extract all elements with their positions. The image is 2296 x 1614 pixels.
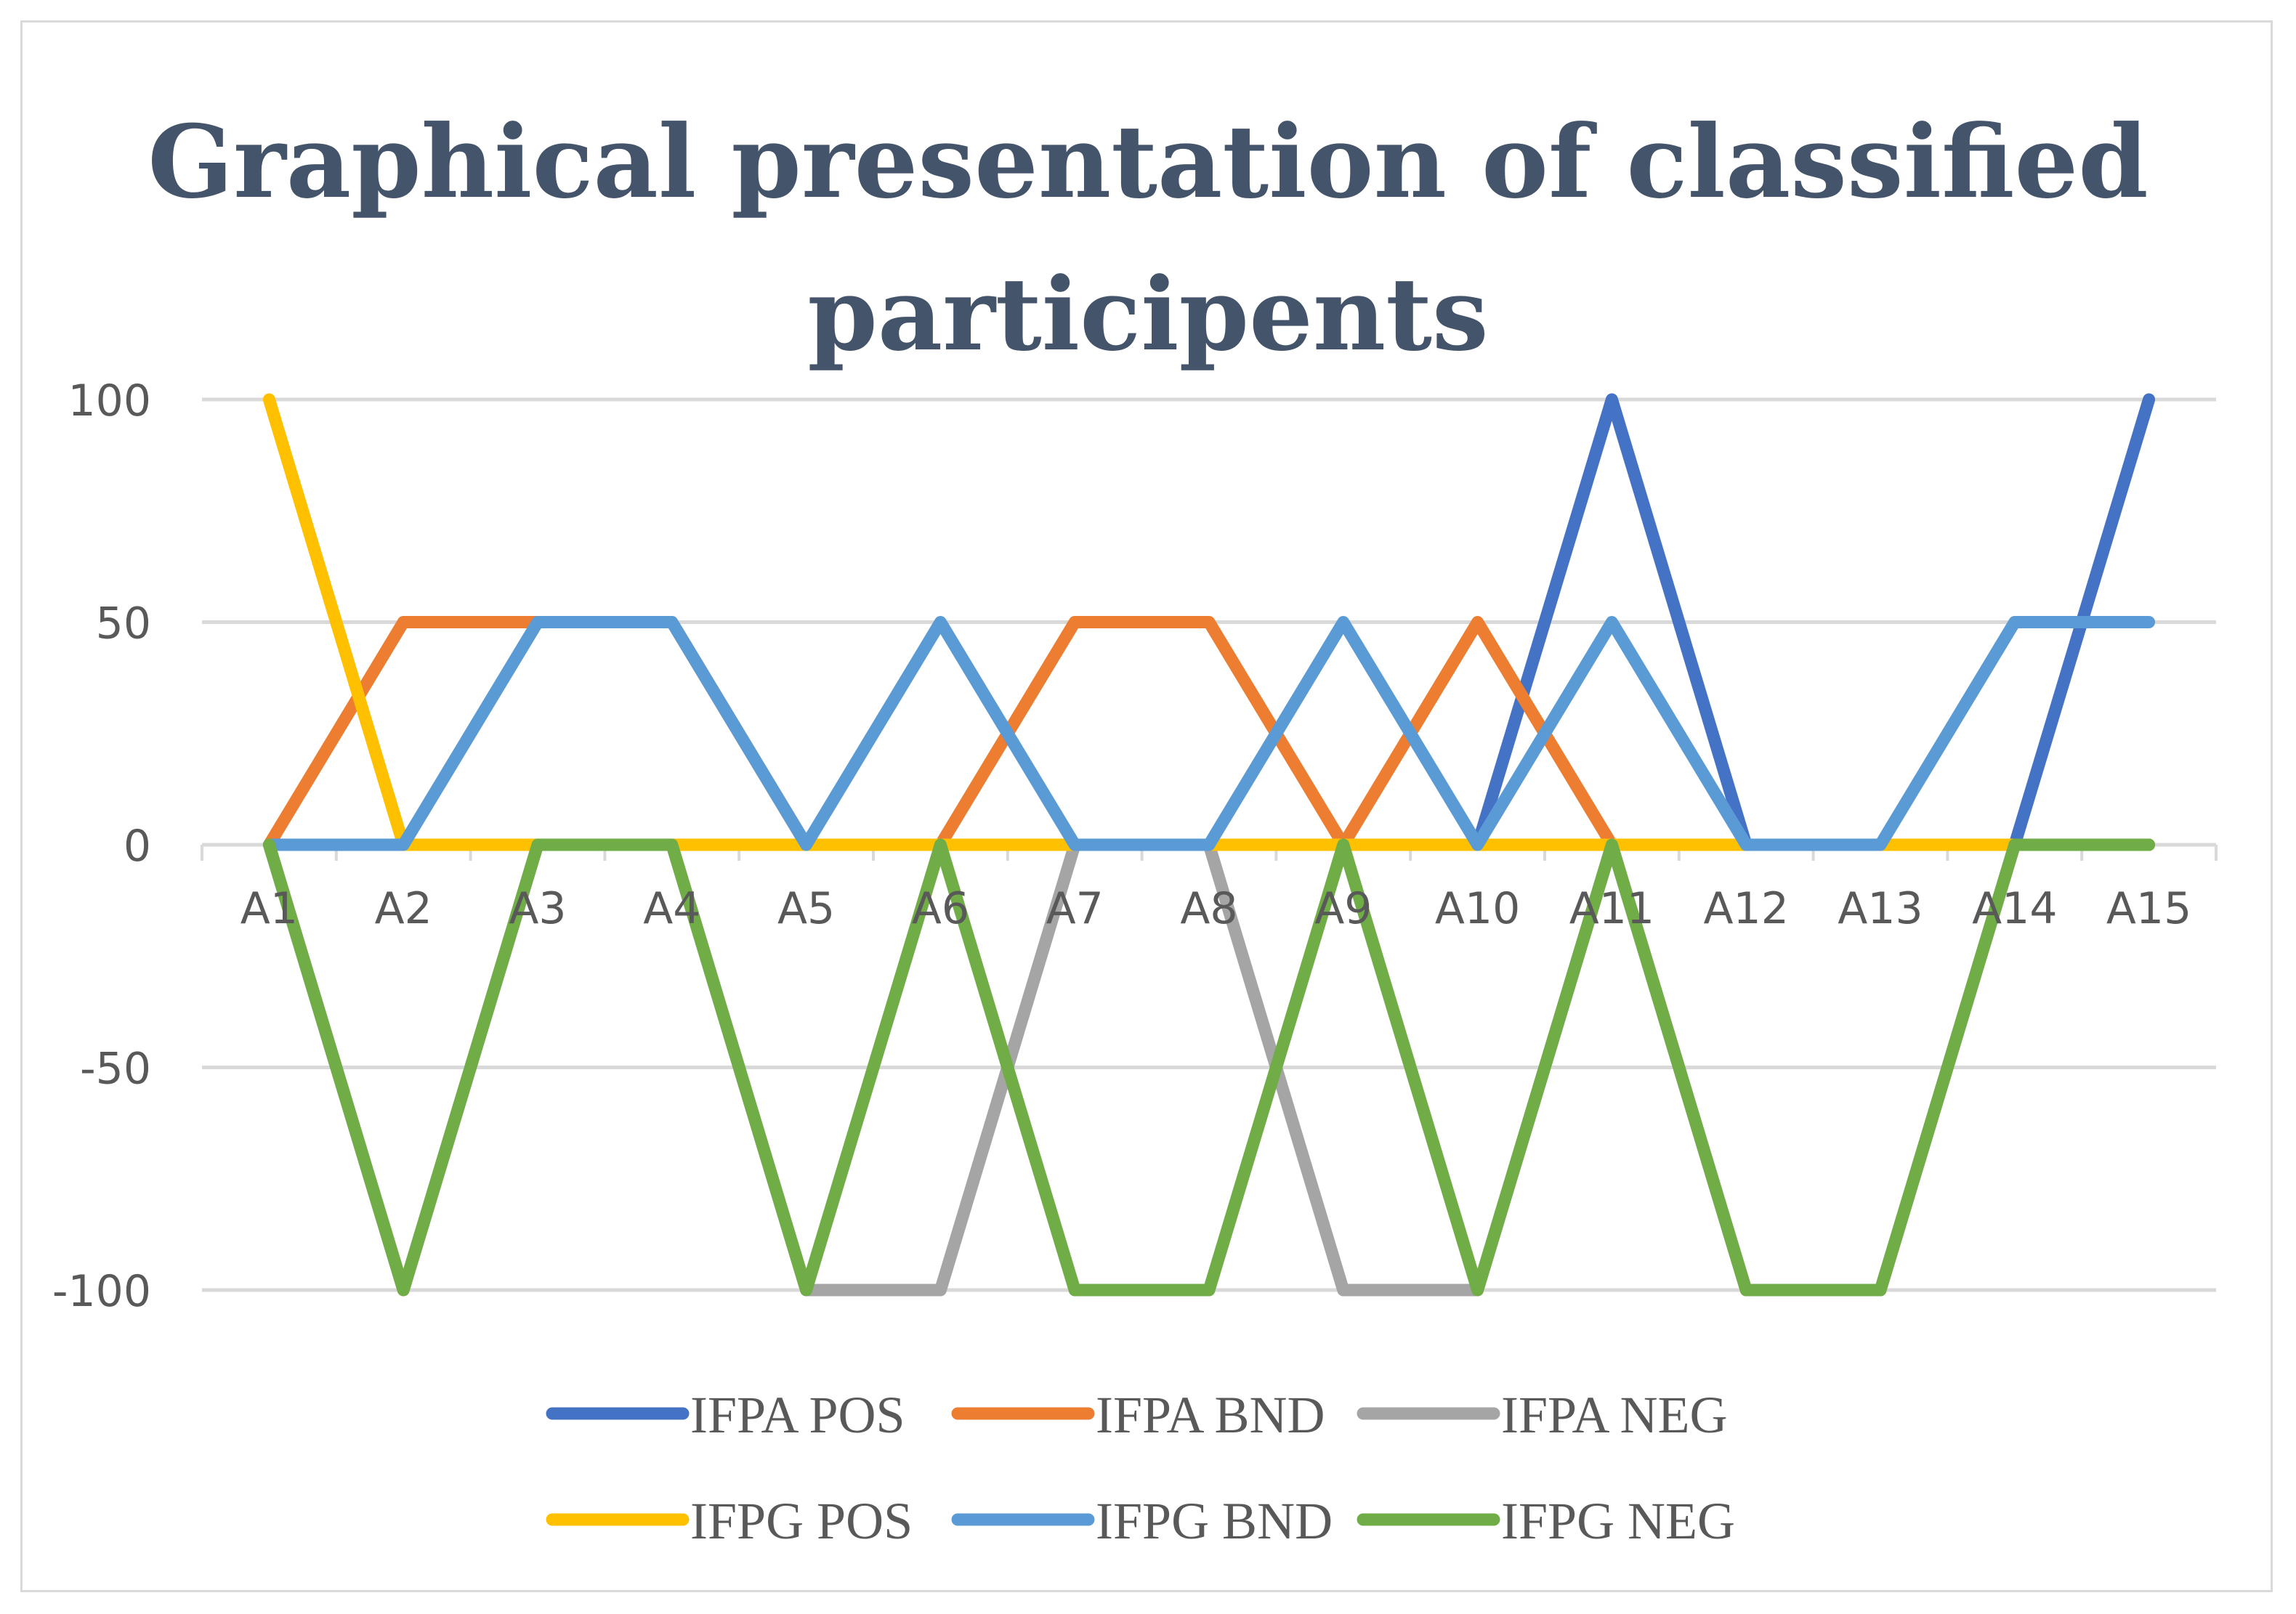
y-tick-label: 0 (124, 821, 151, 872)
x-tick-label: A8 (1180, 883, 1237, 934)
x-tick-label: A7 (1046, 883, 1104, 934)
series-line-ifpg-bnd (262, 616, 2156, 851)
series-line-ifpg-neg (262, 838, 2156, 1297)
legend-label: IFPG BND (1096, 1492, 1333, 1550)
legend-label: IFPG POS (690, 1492, 913, 1550)
x-tick-label: A10 (1435, 883, 1520, 934)
x-axis-tick-labels: A1 A2 A3 A4 A5 A6 A7 A8 A9 A10 A11 A12 A13 A14 A15 (240, 883, 2192, 934)
x-tick-label: A11 (1569, 883, 1654, 934)
x-tick-label: A2 (375, 883, 432, 934)
x-tick-label: A12 (1703, 883, 1788, 934)
x-tick-label: A6 (912, 883, 969, 934)
y-axis-tick-labels: 100 50 0 -50 -100 (52, 376, 151, 1317)
y-tick-label: 50 (96, 599, 151, 649)
x-tick-label: A9 (1314, 883, 1372, 934)
y-tick-label: 100 (68, 376, 151, 426)
legend-label: IFPG NEG (1501, 1492, 1735, 1550)
x-tick-label: A13 (1838, 883, 1923, 934)
x-tick-label: A3 (509, 883, 566, 934)
series-line-ifpa-bnd (262, 616, 2156, 851)
x-tick-label: A1 (240, 883, 298, 934)
series-lines (262, 393, 2156, 1297)
legend-label: IFPA NEG (1501, 1386, 1727, 1444)
y-tick-label: -50 (80, 1044, 151, 1095)
x-tick-label: A14 (1972, 883, 2057, 934)
x-tick-label: A15 (2106, 883, 2191, 934)
legend: IFPA POS IFPA BND IFPA NEG IFPG POS IFPG BND… (546, 1386, 1735, 1550)
x-tick-label: A5 (777, 883, 835, 934)
y-tick-label: -100 (52, 1266, 151, 1317)
legend-label: IFPA BND (1096, 1386, 1325, 1444)
chart-title: Graphical presentation of classified par… (147, 102, 2149, 373)
x-tick-label: A4 (643, 883, 700, 934)
legend-label: IFPA POS (690, 1386, 905, 1444)
